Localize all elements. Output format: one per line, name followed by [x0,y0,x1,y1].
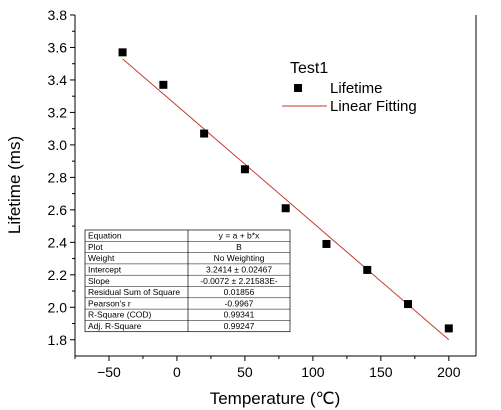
y-tick-label: 3.2 [48,104,68,120]
y-axis-title: Lifetime (ms) [5,136,24,234]
fit-table-label: Plot [88,242,103,252]
fit-table-label: Pearson's r [88,298,131,308]
fit-table-value: 0.01856 [224,287,255,297]
fit-table-value: No Weighting [214,253,265,263]
legend-label-linear-fitting: Linear Fitting [330,98,417,115]
fit-table-value: 3.2414 ± 0.02467 [206,265,272,275]
data-point [240,165,249,174]
data-point [363,265,372,274]
fit-table-label: Equation [88,231,122,241]
legend-marker-lifetime [294,84,302,92]
data-point [118,48,127,57]
lifetime-series [118,48,453,333]
y-tick-label: 2.0 [48,299,68,315]
fit-table-label: Slope [88,276,110,286]
linear-fit-series [122,58,450,341]
fit-table-frame [84,229,291,333]
y-axis-ticks: 1.8 2.0 2.2 2.4 2.6 2.8 3.0 3.2 3.4 3.6 3.8 [48,7,75,348]
fit-table-value: 0.99341 [224,310,255,320]
y-tick-label: 3.8 [48,7,68,23]
fit-table-value: -0.0072 ± 2.21583E- [200,276,278,286]
data-point [159,80,168,89]
data-point [281,204,290,213]
y-tick-label: 3.4 [48,72,68,88]
fit-table-value: B [236,242,242,252]
x-tick-label: 0 [173,364,181,380]
y-tick-label: 2.6 [48,202,68,218]
fit-table-value: y = a + b*x [219,231,260,241]
fit-table-value: 0.99247 [224,321,255,331]
y-tick-label: 2.2 [48,267,68,283]
legend: Test1 Lifetime Linear Fitting [282,60,417,115]
y-tick-label: 2.4 [48,234,68,250]
x-tick-label: −50 [97,364,121,380]
fit-results-table: Equation y = a + b*x Plot B Weight No Weighti… [84,229,291,333]
x-tick-label: 200 [437,364,461,380]
fit-table-value: -0.9967 [225,298,254,308]
y-tick-label: 3.0 [48,137,68,153]
fit-table-label: R-Square (COD) [88,310,151,320]
legend-label-lifetime: Lifetime [330,80,383,97]
y-tick-label: 2.8 [48,169,68,185]
x-tick-label: 100 [301,364,325,380]
y-tick-label: 3.6 [48,39,68,55]
x-axis-title: Temperature (℃) [210,389,341,408]
data-point [404,300,413,309]
x-tick-label: 50 [237,364,253,380]
fit-table-label: Residual Sum of Square [88,287,180,297]
fit-line [122,58,450,341]
x-axis-ticks: −50 0 50 100 150 200 [74,356,461,380]
fit-table-label: Weight [88,253,115,263]
y-tick-label: 1.8 [48,332,68,348]
legend-title: Test1 [290,60,328,77]
fit-table-label: Intercept [88,265,122,275]
fit-table-label: Adj. R-Square [88,321,142,331]
data-point [444,324,453,333]
data-point [200,129,209,138]
x-tick-label: 150 [369,364,393,380]
data-point [322,239,331,248]
